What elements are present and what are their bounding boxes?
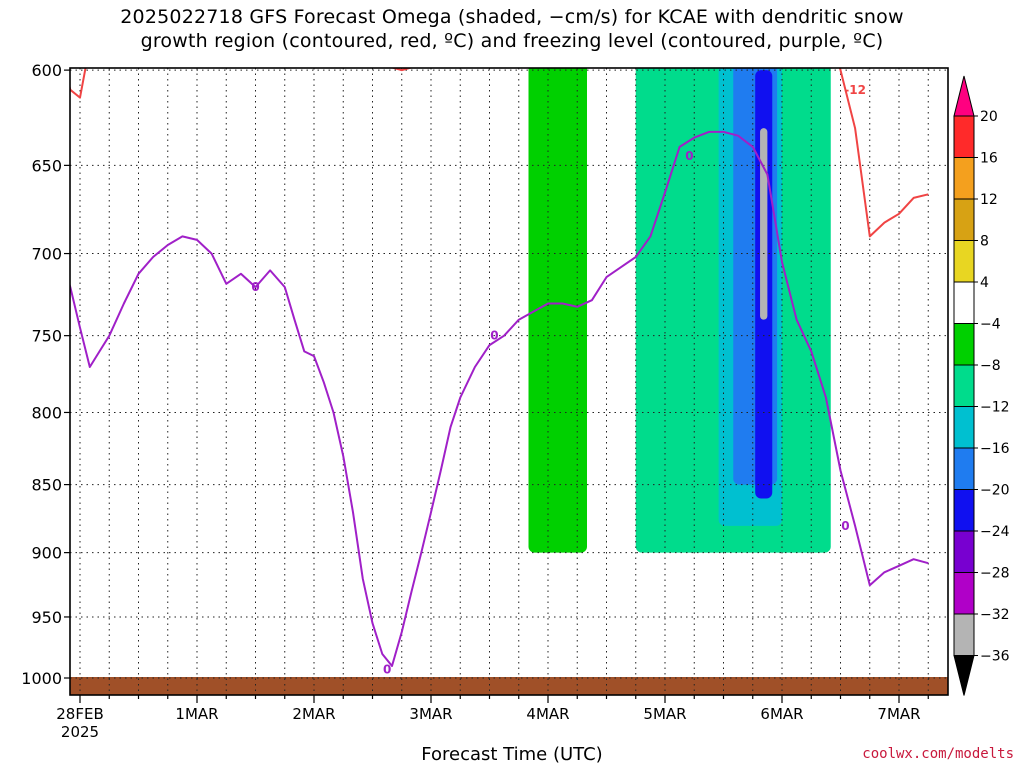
colorbar-swatch <box>953 323 975 366</box>
x-tick-label: 2MAR <box>292 705 335 723</box>
colorbar-swatch <box>953 364 975 407</box>
colorbar-label: −12 <box>980 400 1010 416</box>
colorbar-swatch <box>953 198 975 241</box>
x-tick-label: 3MAR <box>409 705 452 723</box>
colorbar-label: −20 <box>980 483 1010 499</box>
colorbar-label: 20 <box>980 109 998 125</box>
grid-lines <box>70 68 948 695</box>
colorbar-label: −24 <box>980 524 1010 540</box>
x-tick-label: 5MAR <box>643 705 686 723</box>
contour-line-0 <box>70 130 929 667</box>
contour-label: 0 <box>841 519 849 533</box>
x-tick-sublabel: 2025 <box>61 723 99 741</box>
y-tick-label: 850 <box>31 476 62 495</box>
colorbar-label: 12 <box>980 192 998 208</box>
contour-label: 0 <box>383 663 391 677</box>
colorbar-bottom-arrow <box>953 655 975 696</box>
omega-region-neg32 <box>760 128 768 320</box>
colorbar-swatch <box>953 406 975 449</box>
y-tick-label: 900 <box>31 544 62 563</box>
plot-frame <box>69 67 949 696</box>
colorbar-swatch <box>953 115 975 158</box>
colorbar-label: 16 <box>980 151 998 167</box>
colorbar-top-arrow <box>953 75 975 117</box>
y-tick-label: 800 <box>31 403 62 422</box>
contour-lines <box>51 0 929 667</box>
y-tick-label: 650 <box>31 156 62 175</box>
y-tick-label: 700 <box>31 245 62 264</box>
colorbar-swatch <box>953 447 975 490</box>
omega-region-neg8 <box>528 68 587 553</box>
x-tick-label: 1MAR <box>175 705 218 723</box>
x-tick-label: 7MAR <box>877 705 920 723</box>
colorbar-label: −8 <box>980 358 1001 374</box>
y-tick-label: 750 <box>31 327 62 346</box>
y-tick-label: 600 <box>31 61 62 80</box>
contour-label: -12 <box>59 33 81 47</box>
colorbar-swatch <box>953 281 975 324</box>
credit-text: coolwx.com/modelts <box>862 746 1014 762</box>
y-tick-label: 950 <box>31 608 62 627</box>
x-tick-label: 28FEB <box>56 705 103 723</box>
omega-shading <box>528 68 831 553</box>
x-axis-label: Forecast Time (UTC) <box>421 744 603 765</box>
colorbar-label: −36 <box>980 649 1010 665</box>
y-tick-label: 1000 <box>21 669 62 688</box>
colorbar-label: 4 <box>980 275 989 291</box>
colorbar-label: −32 <box>980 607 1010 623</box>
x-tick-label: 6MAR <box>760 705 803 723</box>
colorbar-label: −4 <box>980 317 1001 333</box>
colorbar-swatch <box>953 489 975 532</box>
colorbar-label: −28 <box>980 566 1010 582</box>
colorbar-legend: 20 16 12 8 4 −4 −8 −12 −16 −20 −24 −28 −32 −36 <box>953 75 1010 696</box>
contour-label: 0 <box>685 149 693 163</box>
colorbar-swatch <box>953 530 975 573</box>
ground-surface <box>70 677 948 695</box>
colorbar-swatch <box>953 240 975 283</box>
contour-label: 0 <box>251 280 259 294</box>
colorbar-swatch <box>953 157 975 200</box>
chart-title-line-2: growth region (contoured, red, ºC) and f… <box>140 30 884 52</box>
colorbar-label: 8 <box>980 234 989 250</box>
chart-title-line-1: 2025022718 GFS Forecast Omega (shaded, −… <box>120 6 904 28</box>
contour-label: 0 <box>490 329 498 343</box>
x-tick-label: 4MAR <box>526 705 569 723</box>
colorbar-swatch <box>953 572 975 615</box>
contour-line-neg18 <box>51 0 929 30</box>
ground-band <box>70 677 948 695</box>
contour-label: -12 <box>844 83 866 97</box>
contour-label: -12 <box>269 0 291 12</box>
y-axis: 2503003504004505005506006507007508008509… <box>21 61 70 688</box>
colorbar-swatch <box>953 613 975 656</box>
colorbar-label: −16 <box>980 441 1010 457</box>
